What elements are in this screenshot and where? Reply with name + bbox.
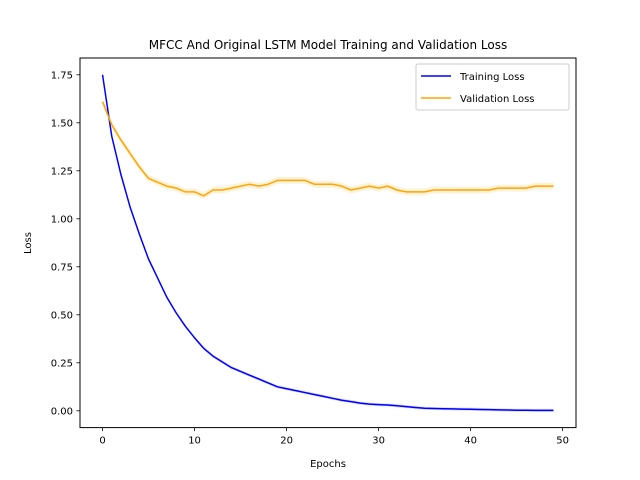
plot-frame [79, 57, 577, 429]
x-tick-label: 50 [556, 436, 569, 447]
y-tick-label: 1.25 [51, 166, 73, 177]
legend-label-training-loss: Training Loss [459, 72, 525, 83]
y-axis-label: Loss [23, 232, 34, 254]
chart-title: MFCC And Original LSTM Model Training an… [149, 38, 507, 52]
y-tick-label: 0.00 [51, 406, 73, 417]
y-tick-label: 0.75 [51, 262, 73, 273]
x-tick-label: 0 [99, 436, 105, 447]
legend-box [415, 63, 570, 111]
x-tick-label: 30 [372, 436, 385, 447]
legend-label-validation-loss: Validation Loss [460, 94, 535, 105]
y-tick-label: 1.50 [51, 118, 73, 129]
series-line-validation-loss [101, 101, 554, 197]
legend: Training Loss Validation Loss [415, 63, 570, 111]
y-tick-label: 1.00 [51, 214, 73, 225]
x-tick-label: 10 [188, 436, 201, 447]
series-lines [101, 74, 554, 412]
x-tick-label: 40 [464, 436, 477, 447]
confidence-bands [102, 73, 554, 412]
y-tick-label: 1.75 [51, 70, 73, 81]
y-tick-label: 0.50 [51, 310, 73, 321]
band-validation-loss [102, 98, 554, 200]
series-line-training-loss [101, 74, 554, 412]
x-axis-label: Epochs [310, 459, 346, 470]
y-tick-label: 0.25 [51, 358, 73, 369]
x-axis: 0 10 20 30 40 50 [99, 427, 569, 447]
x-tick-label: 20 [280, 436, 293, 447]
y-axis: 0.00 0.25 0.50 0.75 1.00 1.25 1.50 1.75 [51, 70, 80, 417]
